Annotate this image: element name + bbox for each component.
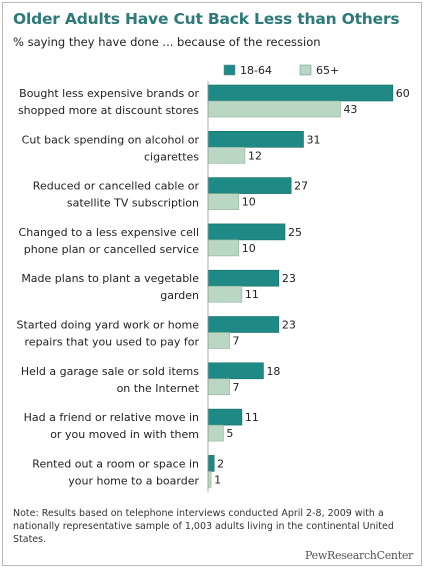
data-label-65+: 7 (233, 381, 240, 394)
legend-swatch-18-64 (223, 64, 236, 76)
data-label-65+: 10 (242, 196, 256, 209)
bar-18-64 (207, 362, 264, 380)
chart-title: Older Adults Have Cut Back Less than Oth… (13, 10, 400, 28)
category-label: Reduced or cancelled cable or (33, 180, 200, 193)
category-label: Cut back spending on alcohol or (22, 133, 200, 146)
bar-65+ (207, 193, 240, 210)
bar-65+ (207, 239, 240, 257)
chart-subtitle: % saying they have done ... because of t… (13, 35, 321, 49)
bar-65+ (207, 471, 212, 488)
data-label-18-64: 25 (288, 226, 302, 239)
data-label-65+: 10 (242, 242, 256, 255)
category-label: Bought less expensive brands or (19, 87, 199, 100)
legend-label-65+: 65+ (316, 64, 339, 77)
category-label: or you moved in with them (50, 428, 199, 441)
pew-research-logo: PewResearchCenter (305, 549, 413, 562)
category-label: repairs that you used to pay for (25, 336, 200, 349)
category-label: shopped more at discount stores (18, 104, 199, 117)
data-label-65+: 12 (248, 149, 262, 162)
bar-65+ (207, 100, 341, 118)
bar-65+ (207, 332, 230, 349)
category-label: Made plans to plant a vegetable (21, 272, 199, 285)
bar-65+ (207, 424, 224, 442)
category-label: cigarettes (144, 150, 199, 163)
data-label-18-64: 31 (306, 133, 320, 146)
data-label-18-64: 27 (294, 180, 308, 193)
category-label: satellite TV subscription (67, 197, 199, 210)
data-label-18-64: 23 (282, 319, 296, 332)
legend-label-18-64: 18-64 (240, 64, 272, 77)
bar-18-64 (207, 177, 292, 194)
category-label: phone plan or cancelled service (24, 243, 199, 256)
data-label-18-64: 2 (217, 457, 224, 470)
category-label: garden (160, 289, 199, 302)
legend-swatch-65+ (299, 64, 312, 76)
category-label: your home to a boarder (68, 474, 199, 487)
bar-18-64 (207, 223, 286, 241)
bar-18-64 (207, 455, 215, 472)
data-label-18-64: 23 (282, 272, 296, 285)
data-label-65+: 1 (214, 473, 221, 486)
bar-65+ (207, 147, 246, 164)
bar-18-64 (207, 316, 280, 333)
data-label-18-64: 18 (266, 365, 280, 378)
category-label: Changed to a less expensive cell (19, 226, 199, 239)
bar-65+ (207, 378, 230, 396)
bar-18-64 (207, 84, 394, 102)
data-label-65+: 7 (233, 335, 240, 348)
category-label: Held a garage sale or sold items (21, 365, 199, 378)
data-label-65+: 5 (226, 427, 233, 440)
bar-18-64 (207, 131, 304, 148)
category-label: Started doing yard work or home (17, 319, 200, 332)
data-label-18-64: 60 (396, 87, 410, 100)
data-label-65+: 43 (343, 103, 357, 116)
chart-frame: Older Adults Have Cut Back Less than Oth… (2, 2, 422, 566)
source-note: Note: Results based on telephone intervi… (13, 508, 394, 545)
bar-chart: 18-64 65+ Bought less expensive brands or s… (17, 64, 410, 492)
category-label: Rented out a room or space in (32, 457, 199, 470)
data-label-65+: 11 (245, 288, 259, 301)
bar-18-64 (207, 408, 243, 426)
bar-65+ (207, 285, 243, 303)
data-label-18-64: 11 (245, 411, 259, 424)
category-label: Had a friend or relative move in (24, 411, 199, 424)
category-label: on the Internet (117, 382, 200, 395)
bar-18-64 (207, 269, 280, 287)
